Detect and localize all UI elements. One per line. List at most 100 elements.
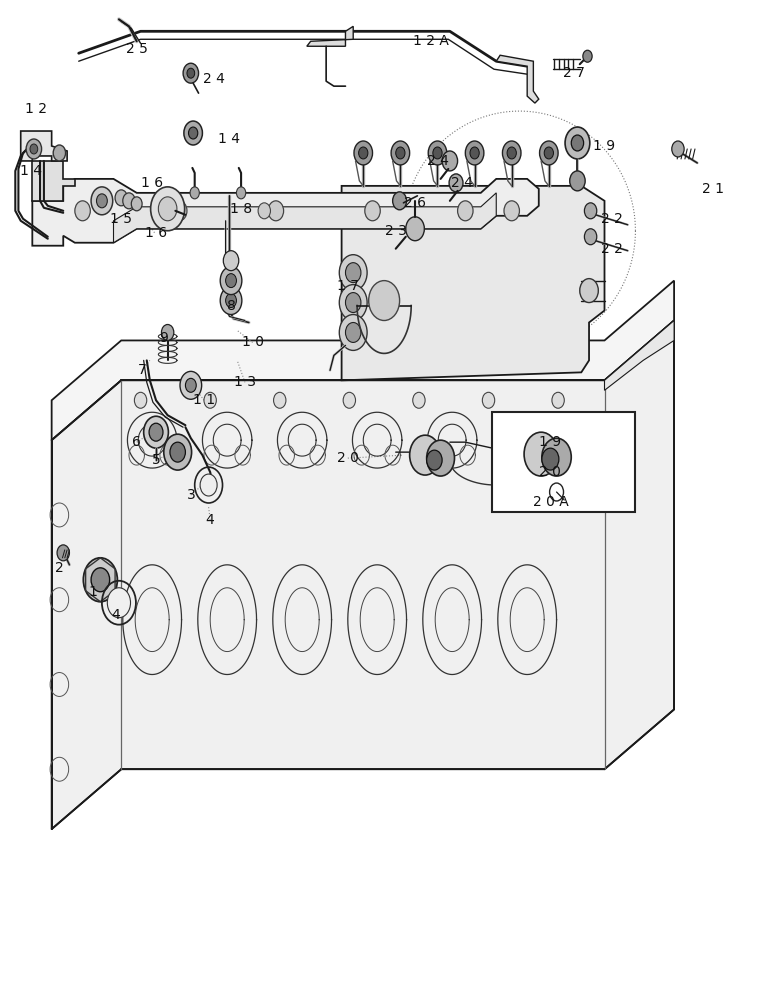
Circle shape xyxy=(544,147,553,159)
Text: 1 5: 1 5 xyxy=(110,212,132,226)
Text: 2 3: 2 3 xyxy=(385,224,407,238)
Text: 1 0: 1 0 xyxy=(241,335,264,349)
Circle shape xyxy=(204,392,217,408)
Circle shape xyxy=(220,267,242,295)
Circle shape xyxy=(274,392,286,408)
Circle shape xyxy=(91,187,113,215)
Polygon shape xyxy=(33,161,74,201)
Text: 2 2: 2 2 xyxy=(601,212,623,226)
Circle shape xyxy=(339,315,367,350)
Text: 4: 4 xyxy=(112,608,120,622)
Circle shape xyxy=(164,434,192,470)
Text: 2 4: 2 4 xyxy=(451,176,473,190)
Bar xyxy=(493,412,636,512)
Circle shape xyxy=(57,545,69,561)
Circle shape xyxy=(539,141,558,165)
Circle shape xyxy=(183,63,199,83)
Circle shape xyxy=(583,50,592,62)
Circle shape xyxy=(393,192,407,210)
Text: 5: 5 xyxy=(151,453,161,467)
Circle shape xyxy=(30,144,38,154)
Circle shape xyxy=(223,251,239,271)
Circle shape xyxy=(339,285,367,321)
Text: 1 9: 1 9 xyxy=(594,139,615,153)
Circle shape xyxy=(442,151,458,171)
Circle shape xyxy=(359,147,368,159)
Text: 3: 3 xyxy=(186,488,196,502)
Circle shape xyxy=(433,147,442,159)
Circle shape xyxy=(220,287,242,315)
Circle shape xyxy=(151,187,185,231)
Circle shape xyxy=(458,201,473,221)
Text: 2 0 A: 2 0 A xyxy=(532,495,568,509)
Text: 1 3: 1 3 xyxy=(234,375,256,389)
Circle shape xyxy=(343,392,355,408)
Circle shape xyxy=(74,201,90,221)
Circle shape xyxy=(507,147,516,159)
Circle shape xyxy=(502,141,521,165)
Text: 2 7: 2 7 xyxy=(563,66,584,80)
Circle shape xyxy=(189,127,198,139)
Circle shape xyxy=(542,448,559,470)
Text: 6: 6 xyxy=(132,435,141,449)
Circle shape xyxy=(345,293,361,313)
Circle shape xyxy=(413,392,425,408)
Circle shape xyxy=(91,568,109,592)
Circle shape xyxy=(369,281,400,321)
Text: 9: 9 xyxy=(159,331,168,345)
Circle shape xyxy=(584,203,597,219)
Circle shape xyxy=(524,432,558,476)
Text: 1 2: 1 2 xyxy=(25,102,47,116)
Circle shape xyxy=(200,474,217,496)
Circle shape xyxy=(483,392,495,408)
Polygon shape xyxy=(52,281,674,440)
Polygon shape xyxy=(307,26,353,46)
Text: 8: 8 xyxy=(227,299,236,313)
Circle shape xyxy=(354,141,372,165)
Circle shape xyxy=(187,68,195,78)
Circle shape xyxy=(171,201,187,221)
Circle shape xyxy=(580,279,598,303)
Text: 2 0: 2 0 xyxy=(539,465,561,479)
Circle shape xyxy=(185,378,196,392)
Text: 1 2 A: 1 2 A xyxy=(413,34,449,48)
Circle shape xyxy=(237,187,246,199)
Circle shape xyxy=(345,322,361,342)
Circle shape xyxy=(134,392,147,408)
Circle shape xyxy=(54,145,65,161)
Text: 2 6: 2 6 xyxy=(404,196,426,210)
Circle shape xyxy=(107,588,130,618)
Circle shape xyxy=(504,201,519,221)
Circle shape xyxy=(365,201,380,221)
Text: 2 4: 2 4 xyxy=(428,154,449,168)
Circle shape xyxy=(427,450,442,470)
Polygon shape xyxy=(341,186,605,380)
Circle shape xyxy=(345,263,361,283)
Circle shape xyxy=(184,121,203,145)
Circle shape xyxy=(123,193,135,209)
Circle shape xyxy=(470,147,480,159)
Text: 2 2: 2 2 xyxy=(601,242,623,256)
Circle shape xyxy=(131,197,142,211)
Circle shape xyxy=(268,201,283,221)
Circle shape xyxy=(83,558,117,602)
Circle shape xyxy=(158,197,177,221)
Circle shape xyxy=(96,194,107,208)
Circle shape xyxy=(466,141,484,165)
Text: 1 4: 1 4 xyxy=(19,164,42,178)
Polygon shape xyxy=(496,55,539,103)
Circle shape xyxy=(115,190,127,206)
Circle shape xyxy=(180,371,202,399)
Polygon shape xyxy=(21,131,67,161)
Text: 2 4: 2 4 xyxy=(203,72,225,86)
Polygon shape xyxy=(33,179,539,246)
Circle shape xyxy=(449,174,463,192)
Circle shape xyxy=(565,127,590,159)
Polygon shape xyxy=(52,320,674,829)
Text: 2 1: 2 1 xyxy=(702,182,724,196)
Text: 4: 4 xyxy=(206,513,214,527)
Circle shape xyxy=(406,217,424,241)
Text: 1 9: 1 9 xyxy=(539,435,562,449)
Text: 1 4: 1 4 xyxy=(219,132,241,146)
Circle shape xyxy=(144,416,168,448)
